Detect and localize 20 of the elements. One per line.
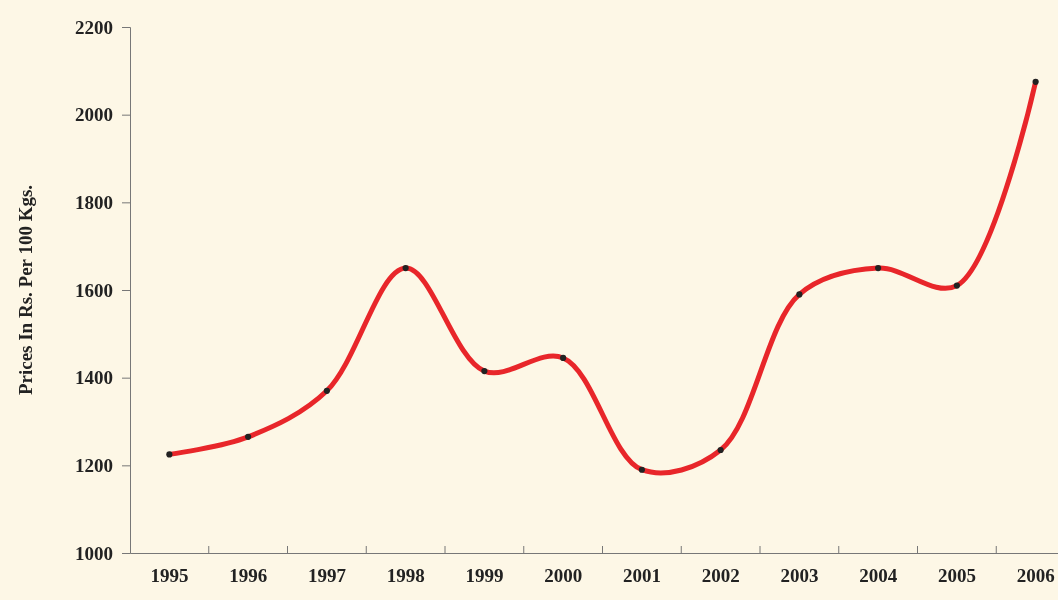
y-tick-label: 1200 (75, 454, 113, 476)
x-tick-label: 1997 (307, 565, 347, 586)
x-tick-label: 1999 (465, 565, 504, 586)
x-tick-label: 2000 (544, 565, 583, 586)
x-tick-label: 2002 (701, 565, 740, 586)
x-tick-label: 2006 (1016, 565, 1055, 586)
y-tick-label: 1600 (75, 279, 113, 301)
x-tick-label: 1998 (386, 565, 425, 586)
x-tick-label: 1995 (150, 565, 189, 586)
y-tick-label: 1400 (75, 367, 113, 389)
y-tick-label: 1800 (75, 191, 113, 213)
x-tick-label: 2005 (937, 565, 976, 586)
y-axis-title: Prices In Rs. Per 100 Kgs. (15, 184, 36, 396)
x-tick-label: 2003 (780, 565, 819, 586)
y-tick-label: 2200 (75, 16, 113, 38)
y-tick-label: 2000 (75, 104, 113, 126)
x-tick-label: 2001 (622, 565, 661, 586)
x-tick-label: 1996 (229, 565, 268, 586)
y-tick-label: 1000 (75, 542, 113, 564)
x-tick-label: 2004 (859, 565, 898, 586)
